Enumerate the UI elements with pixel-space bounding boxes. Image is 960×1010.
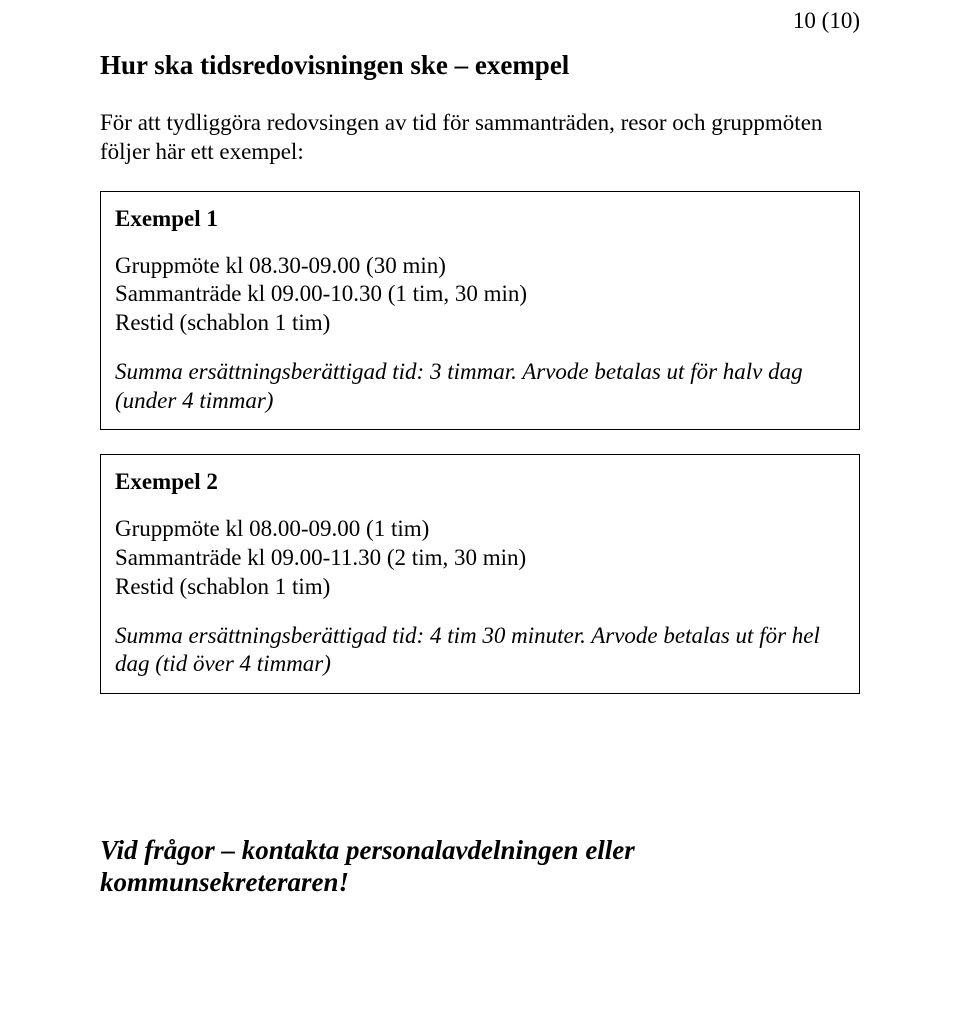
example-1-lines: Gruppmöte kl 08.30-09.00 (30 min) Samman…: [115, 252, 845, 338]
page-number: 10 (10): [793, 8, 860, 34]
example-2-lines: Gruppmöte kl 08.00-09.00 (1 tim) Sammant…: [115, 515, 845, 601]
example-2-title: Exempel 2: [115, 469, 845, 495]
example-1-box: Exempel 1 Gruppmöte kl 08.30-09.00 (30 m…: [100, 191, 860, 431]
example-2-box: Exempel 2 Gruppmöte kl 08.00-09.00 (1 ti…: [100, 454, 860, 694]
example-1-line-2: Sammanträde kl 09.00-10.30 (1 tim, 30 mi…: [115, 280, 845, 309]
example-2-line-1: Gruppmöte kl 08.00-09.00 (1 tim): [115, 515, 845, 544]
example-1-title: Exempel 1: [115, 206, 845, 232]
closing-note: Vid frågor – kontakta personalavdelninge…: [100, 834, 860, 899]
example-1-summary: Summa ersättningsberättigad tid: 3 timma…: [115, 358, 845, 416]
page-heading: Hur ska tidsredovisningen ske – exempel: [100, 50, 860, 81]
example-2-summary: Summa ersättningsberättigad tid: 4 tim 3…: [115, 622, 845, 680]
example-2-line-3: Restid (schablon 1 tim): [115, 573, 845, 602]
page-container: 10 (10) Hur ska tidsredovisningen ske – …: [0, 0, 960, 1010]
example-2-line-2: Sammanträde kl 09.00-11.30 (2 tim, 30 mi…: [115, 544, 845, 573]
example-1-line-3: Restid (schablon 1 tim): [115, 309, 845, 338]
intro-paragraph: För att tydliggöra redovsingen av tid fö…: [100, 109, 860, 167]
example-1-line-1: Gruppmöte kl 08.30-09.00 (30 min): [115, 252, 845, 281]
